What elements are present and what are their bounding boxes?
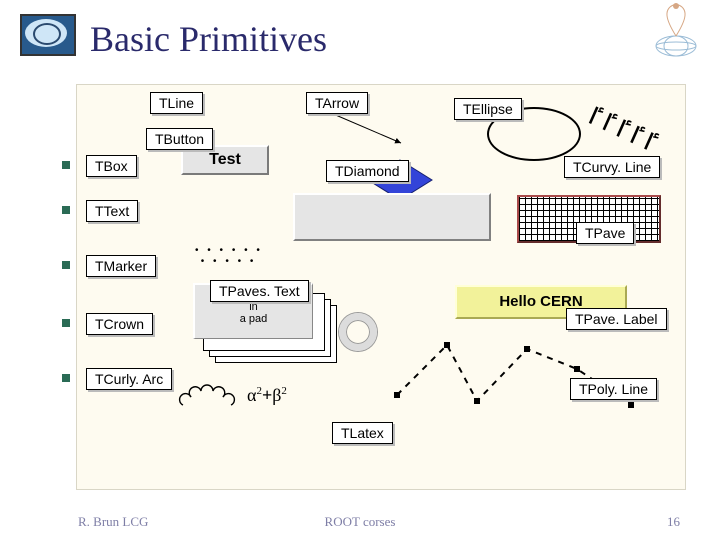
primitive-label-tpavestext: TPaves. Text <box>210 280 309 302</box>
footer-pagenum: 16 <box>667 514 680 530</box>
tpolyline-icon <box>387 335 637 415</box>
bullet-icon <box>62 161 70 169</box>
primitive-label-tline: TLine <box>150 92 203 114</box>
primitive-label-tbox: TBox <box>86 155 137 177</box>
primitive-label-tmarker: TMarker <box>86 255 156 277</box>
footer-author: R. Brun LCG <box>78 514 148 530</box>
primitive-label-tbutton: TButton <box>146 128 213 150</box>
tcurlyarc-icon <box>175 361 245 417</box>
primitive-label-tdiamond: TDiamond <box>326 160 409 182</box>
slide-title: Basic Primitives <box>90 18 327 60</box>
tarrow-icon <box>327 109 407 147</box>
tcrown-icon <box>339 313 377 351</box>
lcg-globe-icon <box>648 0 704 60</box>
primitive-label-tcurvyline: TCurvy. Line <box>564 156 660 178</box>
primitive-label-ttext: TText <box>86 200 138 222</box>
tcurvyline-icon: ٵٵٵٵٵ <box>580 98 662 158</box>
primitive-label-tpave: TPave <box>576 222 634 244</box>
primitive-label-tlatex: TLatex <box>332 422 393 444</box>
footer-title: ROOT corses <box>325 514 396 530</box>
primitive-label-tarrow: TArrow <box>306 92 368 114</box>
ttext-pave <box>293 193 491 241</box>
primitive-label-tellipse: TEllipse <box>454 98 522 120</box>
slide: Basic Primitives ٵٵٵٵٵ Test <box>0 0 720 540</box>
primitive-label-tcrown: TCrown <box>86 313 153 335</box>
tmarker-dots: • • • • • • • • • • • <box>195 245 263 267</box>
primitive-label-tpolyline: TPoly. Line <box>570 378 657 400</box>
primitive-label-tcurlyarc: TCurly. Arc <box>86 368 172 390</box>
primitive-label-tpavelabel: TPave. Label <box>566 308 667 330</box>
tlatex-example: α2+β2 <box>247 385 287 406</box>
bullet-icon <box>62 261 70 269</box>
bullet-icon <box>62 374 70 382</box>
tpavestext-line: a pad <box>195 313 312 325</box>
bullet-icon <box>62 206 70 214</box>
cern-logo-icon <box>20 14 76 56</box>
bullet-icon <box>62 319 70 327</box>
tpavestext-line: in <box>195 301 312 313</box>
